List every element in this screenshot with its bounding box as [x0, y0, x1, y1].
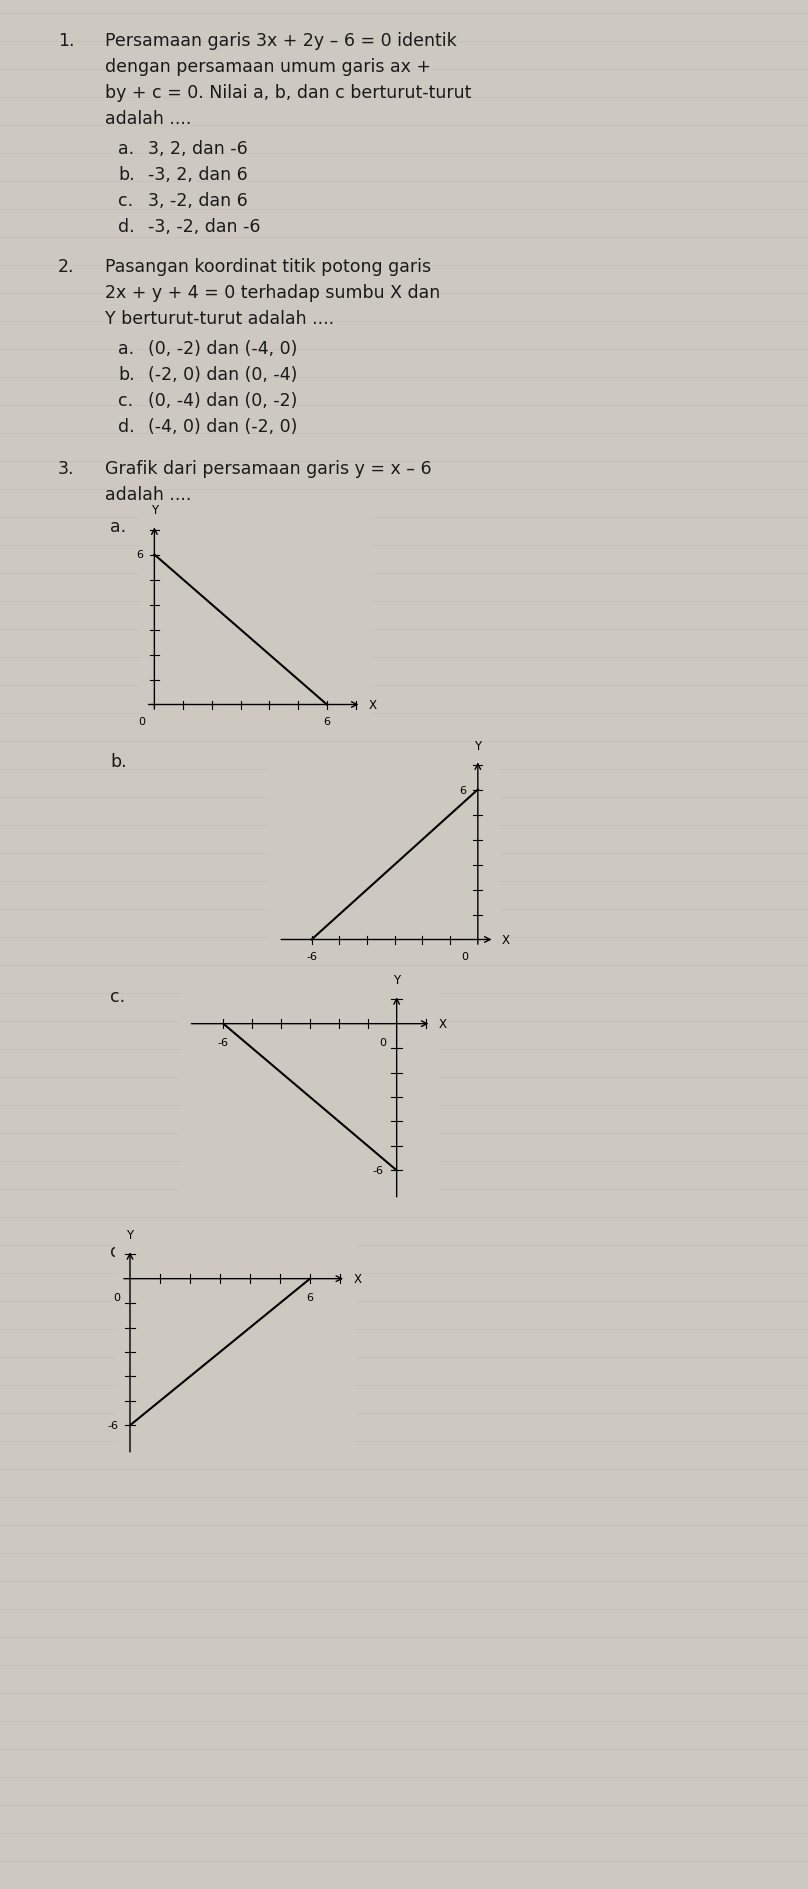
Text: X: X: [439, 1018, 447, 1031]
Text: 0: 0: [138, 718, 145, 727]
Text: Y berturut-turut adalah ....: Y berturut-turut adalah ....: [105, 310, 335, 329]
Text: d.: d.: [118, 417, 135, 436]
Text: 6: 6: [136, 550, 143, 561]
Text: -3, 2, dan 6: -3, 2, dan 6: [148, 166, 248, 183]
Text: X: X: [368, 699, 377, 712]
Text: X: X: [501, 933, 509, 946]
Text: -6: -6: [218, 1037, 229, 1047]
Text: c.: c.: [110, 988, 125, 1005]
Text: d.: d.: [118, 217, 135, 236]
Text: b.: b.: [110, 752, 127, 771]
Text: Persamaan garis 3x + 2y – 6 = 0 identik: Persamaan garis 3x + 2y – 6 = 0 identik: [105, 32, 457, 49]
Text: -3, -2, dan -6: -3, -2, dan -6: [148, 217, 260, 236]
Text: a.: a.: [118, 140, 134, 159]
Text: (0, -4) dan (0, -2): (0, -4) dan (0, -2): [148, 391, 297, 410]
Text: Y: Y: [151, 504, 158, 518]
Text: a.: a.: [118, 340, 134, 357]
Text: 6: 6: [306, 1292, 314, 1302]
Text: -6: -6: [306, 952, 317, 962]
Text: -6: -6: [107, 1421, 118, 1430]
Text: Grafik dari persamaan garis y = x – 6: Grafik dari persamaan garis y = x – 6: [105, 459, 431, 478]
Text: (-4, 0) dan (-2, 0): (-4, 0) dan (-2, 0): [148, 417, 297, 436]
Text: (0, -2) dan (-4, 0): (0, -2) dan (-4, 0): [148, 340, 297, 357]
Text: dengan persamaan umum garis ax +: dengan persamaan umum garis ax +: [105, 59, 431, 76]
Text: 6: 6: [323, 718, 330, 727]
Text: d.: d.: [110, 1243, 127, 1260]
Text: -6: -6: [372, 1166, 384, 1175]
Text: by + c = 0. Nilai a, b, dan c berturut-turut: by + c = 0. Nilai a, b, dan c berturut-t…: [105, 83, 471, 102]
Text: 3, -2, dan 6: 3, -2, dan 6: [148, 193, 248, 210]
Text: (-2, 0) dan (0, -4): (-2, 0) dan (0, -4): [148, 366, 297, 383]
Text: 1.: 1.: [58, 32, 74, 49]
Text: X: X: [353, 1273, 361, 1286]
Text: a.: a.: [110, 518, 126, 536]
Text: b.: b.: [118, 366, 135, 383]
Text: 0: 0: [461, 952, 469, 962]
Text: 0: 0: [113, 1292, 120, 1302]
Text: 2x + y + 4 = 0 terhadap sumbu X dan: 2x + y + 4 = 0 terhadap sumbu X dan: [105, 283, 440, 302]
Text: 2.: 2.: [58, 259, 74, 276]
Text: c.: c.: [118, 391, 133, 410]
Text: adalah ....: adalah ....: [105, 110, 191, 128]
Text: adalah ....: adalah ....: [105, 485, 191, 504]
Text: b.: b.: [118, 166, 135, 183]
Text: Y: Y: [393, 973, 400, 986]
Text: 6: 6: [459, 786, 466, 795]
Text: Y: Y: [126, 1228, 133, 1241]
Text: c.: c.: [118, 193, 133, 210]
Text: 0: 0: [379, 1037, 386, 1047]
Text: 3, 2, dan -6: 3, 2, dan -6: [148, 140, 248, 159]
Text: 3.: 3.: [58, 459, 74, 478]
Text: Pasangan koordinat titik potong garis: Pasangan koordinat titik potong garis: [105, 259, 431, 276]
Text: Y: Y: [474, 739, 482, 752]
